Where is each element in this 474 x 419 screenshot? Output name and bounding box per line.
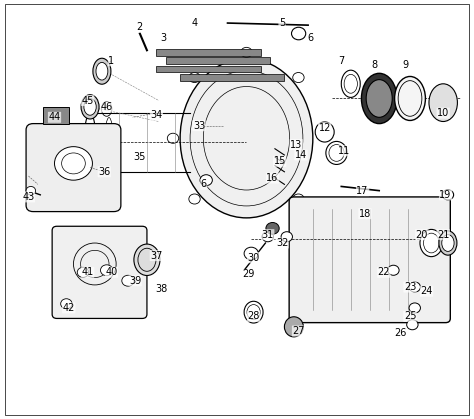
Text: 18: 18 <box>359 209 371 219</box>
Circle shape <box>266 222 279 234</box>
Text: 7: 7 <box>338 56 345 66</box>
Text: 41: 41 <box>82 267 94 277</box>
Text: 6: 6 <box>308 33 313 43</box>
Text: 22: 22 <box>378 267 390 277</box>
Text: 9: 9 <box>402 60 408 70</box>
Circle shape <box>293 72 304 83</box>
Text: 45: 45 <box>82 96 94 106</box>
Circle shape <box>189 194 200 204</box>
Circle shape <box>292 27 306 40</box>
Ellipse shape <box>134 244 160 276</box>
Text: 21: 21 <box>437 230 449 240</box>
Text: 20: 20 <box>416 230 428 240</box>
Circle shape <box>189 72 200 83</box>
Text: 28: 28 <box>247 311 260 321</box>
Circle shape <box>409 282 420 292</box>
Text: 4: 4 <box>191 18 197 28</box>
Circle shape <box>61 299 72 309</box>
Circle shape <box>388 265 399 275</box>
Circle shape <box>55 147 92 180</box>
Ellipse shape <box>81 95 99 119</box>
Circle shape <box>262 232 273 242</box>
Ellipse shape <box>429 84 457 122</box>
Circle shape <box>442 190 454 200</box>
Circle shape <box>122 275 134 286</box>
Bar <box>43 107 69 124</box>
Text: 6: 6 <box>201 179 207 189</box>
Text: 3: 3 <box>161 33 166 43</box>
FancyBboxPatch shape <box>26 124 121 212</box>
Ellipse shape <box>93 58 111 84</box>
Ellipse shape <box>96 62 108 80</box>
Ellipse shape <box>442 235 454 251</box>
Circle shape <box>77 267 89 277</box>
Bar <box>166 57 270 64</box>
Text: 31: 31 <box>262 230 274 240</box>
Ellipse shape <box>284 317 303 337</box>
Text: 1: 1 <box>109 56 114 66</box>
Text: 24: 24 <box>420 286 433 296</box>
Text: 19: 19 <box>439 190 452 200</box>
Text: 26: 26 <box>394 328 407 338</box>
Text: 34: 34 <box>150 110 163 120</box>
Text: 32: 32 <box>276 238 288 248</box>
Circle shape <box>26 186 36 195</box>
Circle shape <box>244 247 258 260</box>
Text: 37: 37 <box>150 251 163 261</box>
FancyBboxPatch shape <box>289 197 450 323</box>
Text: 43: 43 <box>22 192 35 202</box>
Circle shape <box>167 133 179 143</box>
Ellipse shape <box>84 98 96 115</box>
Ellipse shape <box>394 76 425 121</box>
Ellipse shape <box>420 229 443 256</box>
Circle shape <box>281 232 292 242</box>
Ellipse shape <box>362 73 397 124</box>
Bar <box>156 49 261 56</box>
Text: 36: 36 <box>98 167 110 177</box>
Text: 42: 42 <box>63 303 75 313</box>
Text: 39: 39 <box>129 276 141 286</box>
Text: 25: 25 <box>404 311 416 321</box>
Text: 33: 33 <box>193 121 205 131</box>
Bar <box>156 66 261 72</box>
Ellipse shape <box>366 80 392 117</box>
Text: 12: 12 <box>319 123 331 133</box>
Ellipse shape <box>341 70 360 98</box>
Text: 13: 13 <box>290 140 302 150</box>
Text: 30: 30 <box>247 253 260 263</box>
Ellipse shape <box>439 231 457 255</box>
Circle shape <box>409 303 420 313</box>
Text: 29: 29 <box>243 269 255 279</box>
Circle shape <box>100 265 113 276</box>
Text: 46: 46 <box>100 102 113 112</box>
Circle shape <box>293 194 304 204</box>
Text: 15: 15 <box>273 156 286 166</box>
Circle shape <box>407 320 418 330</box>
Text: 8: 8 <box>372 60 377 70</box>
Text: 10: 10 <box>437 108 449 118</box>
Text: 23: 23 <box>404 282 416 292</box>
Text: 14: 14 <box>295 150 307 160</box>
Text: 17: 17 <box>356 186 369 196</box>
Text: 2: 2 <box>137 22 143 32</box>
Text: 44: 44 <box>48 112 61 122</box>
FancyBboxPatch shape <box>52 226 147 318</box>
Text: 38: 38 <box>155 284 167 294</box>
Text: 5: 5 <box>279 18 285 28</box>
Circle shape <box>200 175 212 186</box>
Text: 11: 11 <box>337 146 350 156</box>
Text: 35: 35 <box>134 152 146 162</box>
Ellipse shape <box>180 59 313 218</box>
Text: 40: 40 <box>105 267 118 277</box>
Text: 27: 27 <box>292 326 305 336</box>
Ellipse shape <box>244 301 263 323</box>
Text: 16: 16 <box>266 173 279 183</box>
Circle shape <box>241 47 252 57</box>
Bar <box>180 74 284 81</box>
